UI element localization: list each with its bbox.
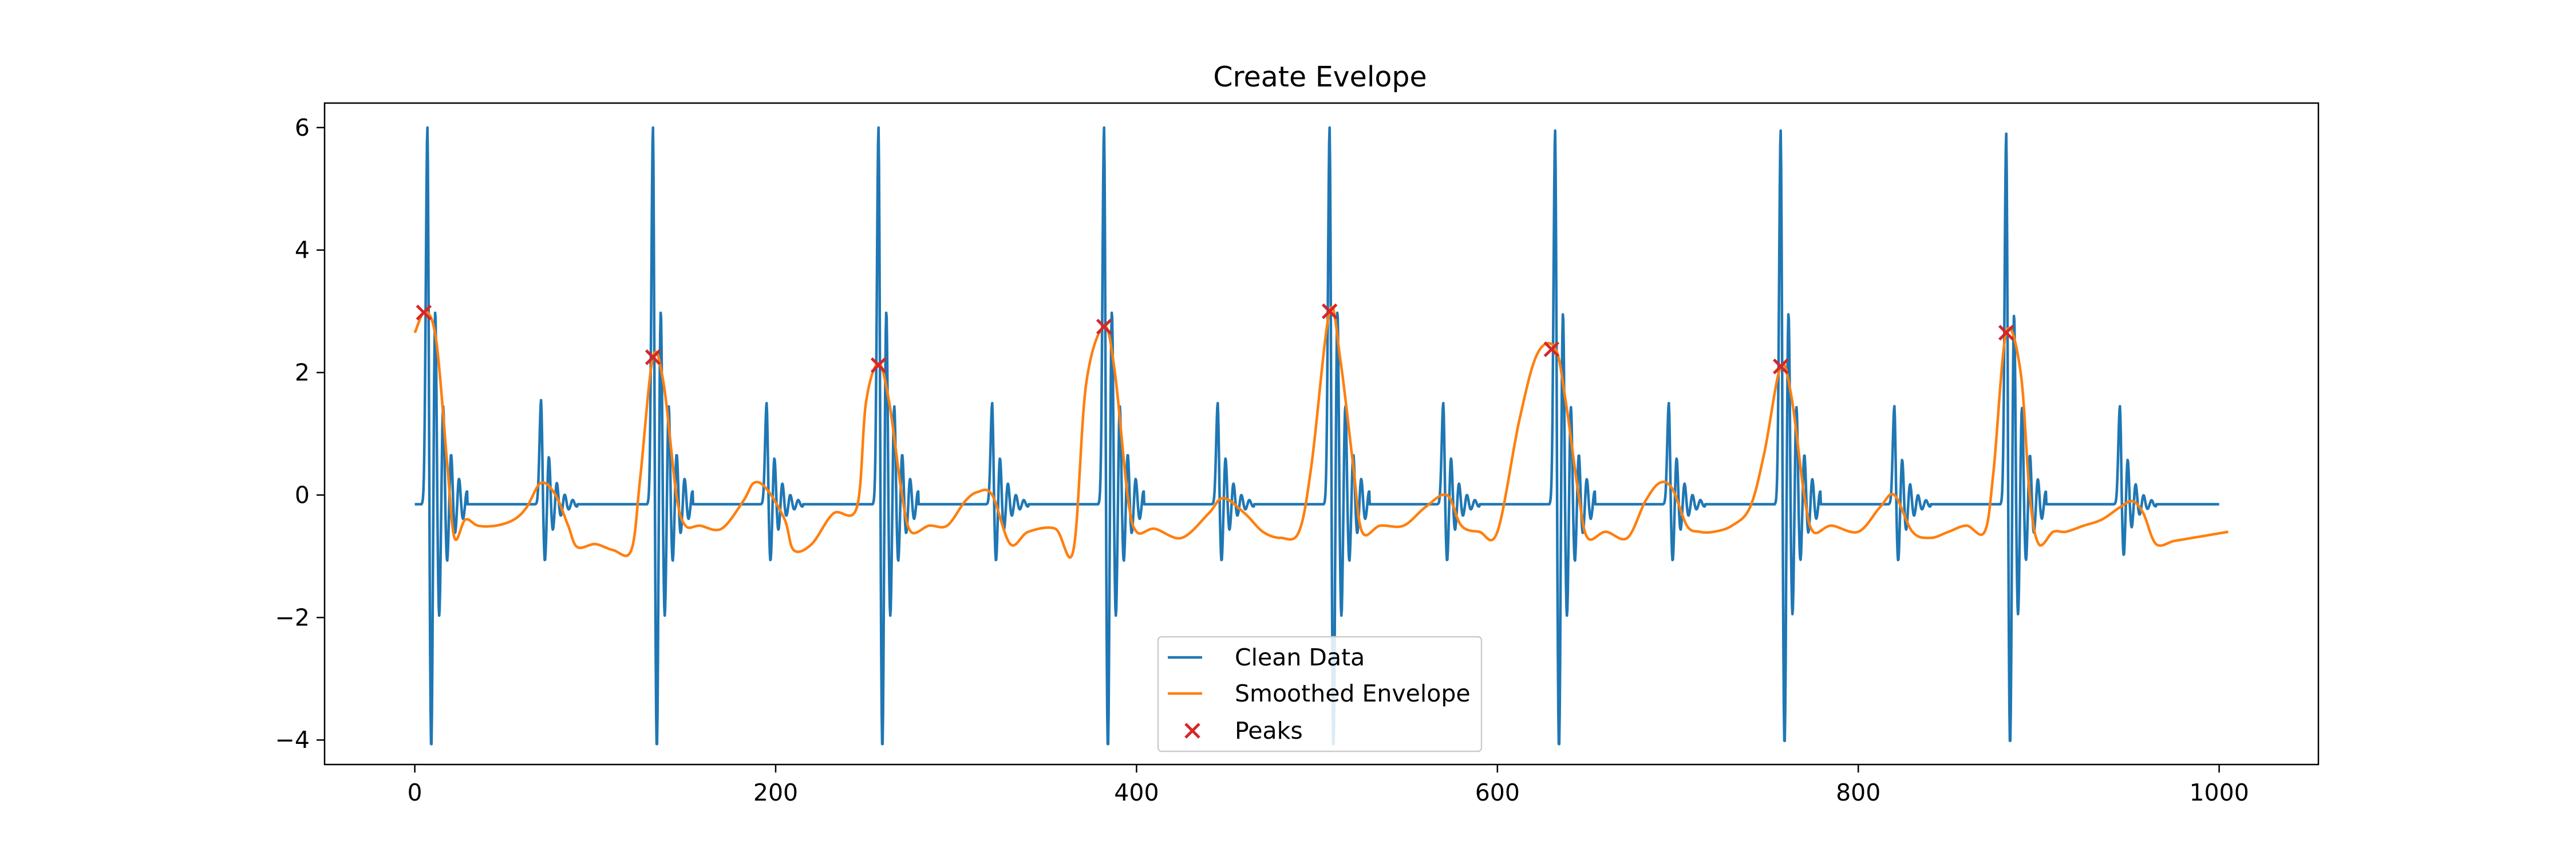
peak-marker	[1096, 318, 1112, 335]
peak-marker	[1772, 358, 1789, 375]
legend-clean-label: Clean Data	[1235, 644, 1365, 671]
x-tick-label: 200	[753, 779, 798, 806]
legend-envelope-label: Smoothed Envelope	[1235, 680, 1471, 707]
plot-frame	[323, 102, 2320, 766]
x-tick-label: 0	[408, 779, 422, 806]
peaks-series	[416, 303, 2014, 375]
y-tick-label: −4	[275, 726, 310, 754]
peak-marker	[1543, 341, 1560, 357]
y-tick-label: 6	[295, 114, 310, 141]
legend: Clean Data Smoothed Envelope Peaks	[1157, 636, 1483, 752]
peak-marker	[416, 304, 432, 321]
x-tick-label: 800	[1836, 779, 1880, 806]
x-tick-label: 400	[1114, 779, 1159, 806]
y-tick-label: 2	[295, 359, 310, 387]
y-tick-label: −2	[275, 604, 310, 631]
clean-data-series	[414, 126, 2221, 746]
x-tick-label: 600	[1475, 779, 1520, 806]
y-tick-label: 0	[295, 481, 310, 509]
y-axis: −4 −2 0 2 4 6	[275, 114, 325, 754]
peak-marker	[1321, 303, 1338, 320]
chart-title: Create Evelope	[1213, 61, 1427, 93]
x-axis: 0 200 400 600 800 1000	[408, 765, 2249, 806]
peak-marker	[1998, 325, 2014, 341]
legend-peaks-marker	[1184, 723, 1200, 739]
legend-box	[1157, 636, 1483, 752]
legend-peaks-label: Peaks	[1235, 717, 1303, 744]
peak-marker	[870, 357, 887, 373]
peak-marker	[645, 349, 661, 365]
y-tick-label: 4	[295, 237, 310, 264]
x-tick-label: 1000	[2189, 779, 2249, 806]
envelope-line	[413, 306, 2229, 559]
envelope-series	[413, 306, 2229, 559]
clean-data-line	[414, 126, 2221, 746]
